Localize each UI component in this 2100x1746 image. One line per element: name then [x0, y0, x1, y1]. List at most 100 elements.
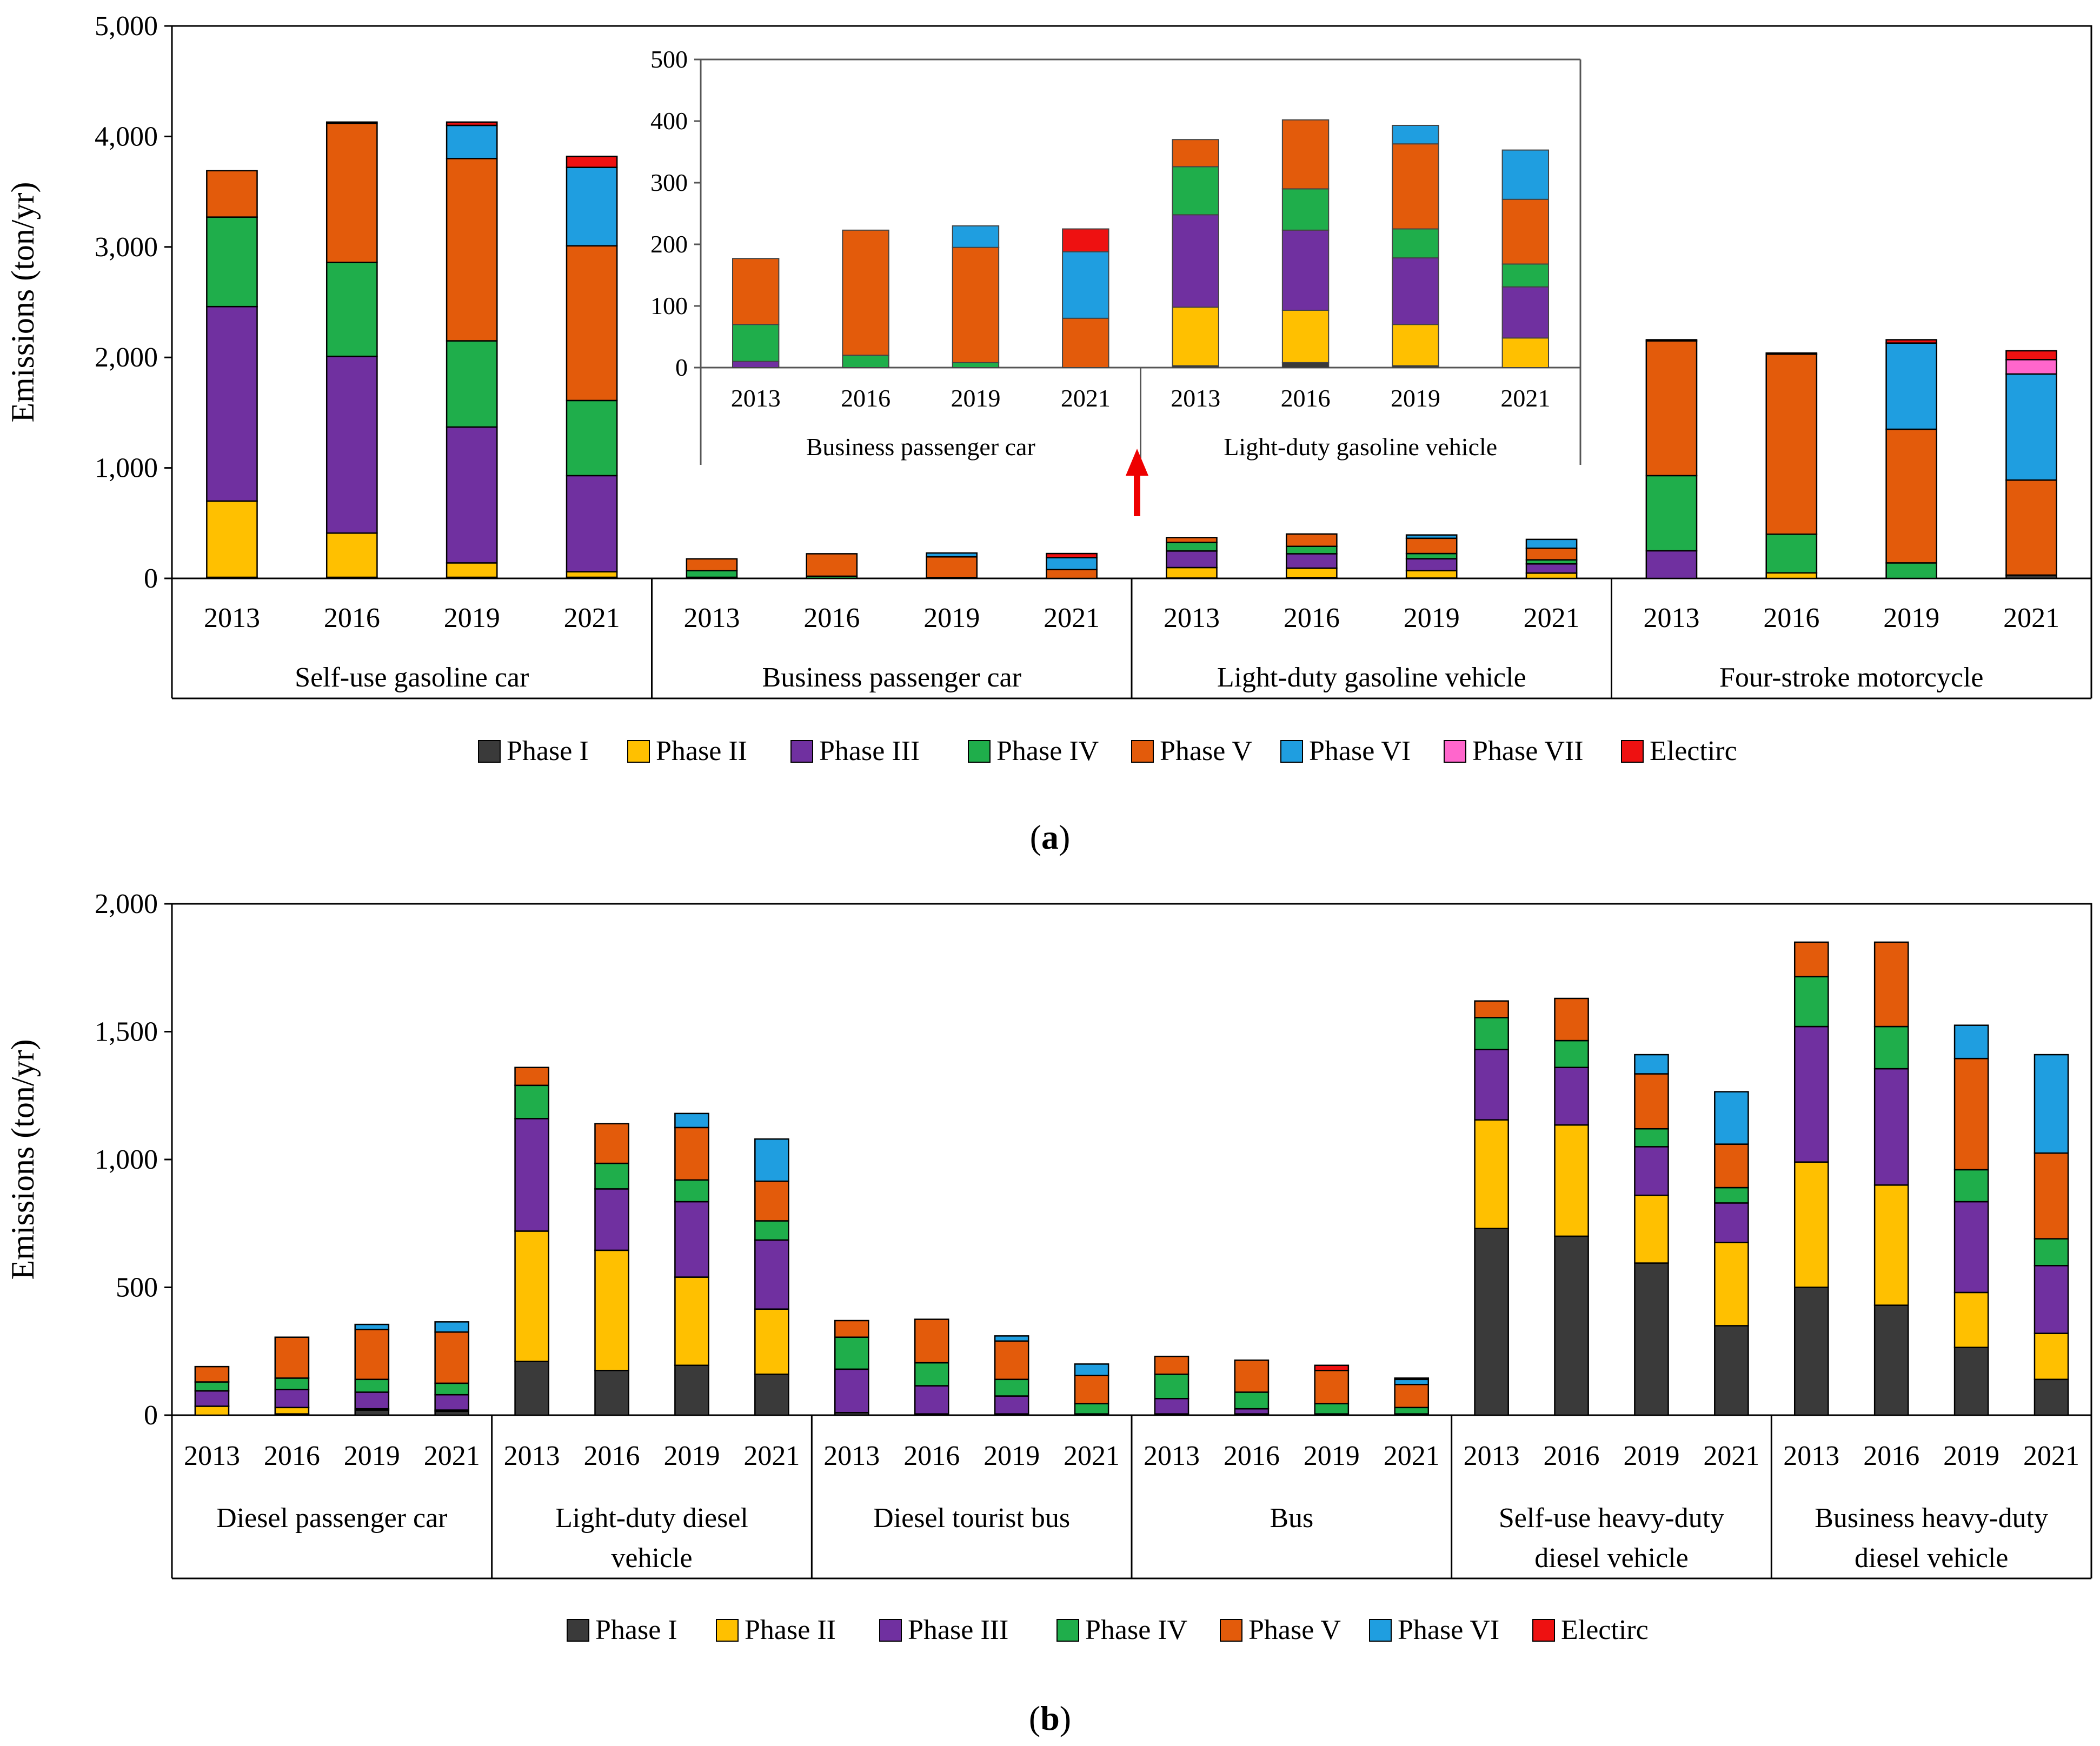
a-group-label-four-stroke-motorcycle: Four-stroke motorcycle: [1719, 662, 1984, 693]
b-bar-business-heavy-duty-diesel-vehicle-2016-phase-ii: [1873, 1184, 1909, 1306]
a-bar-light-duty-gasoline-vehicle-2021-phase-ii: [1525, 572, 1578, 579]
b-bar-self-use-heavy-duty-diesel-vehicle-2016-phase-iii: [1554, 1067, 1589, 1126]
b-year-label: 2016: [1544, 1441, 1600, 1471]
a-inset-group-label-light-duty-gasoline-vehicle: Light-duty gasoline vehicle: [1224, 433, 1497, 461]
b-bar-business-heavy-duty-diesel-vehicle-2021-phase-iv: [2033, 1238, 2069, 1267]
a-bar-self-use-gasoline-car-2021-phase-iv: [566, 399, 618, 477]
b-bar-diesel-tourist-bus-2019-phase-vi: [994, 1335, 1029, 1342]
a-inset-background: [701, 59, 1580, 368]
b-bar-self-use-heavy-duty-diesel-vehicle-2016-phase-i: [1554, 1235, 1589, 1416]
b-bar-self-use-heavy-duty-diesel-vehicle-2016-phase-ii: [1554, 1124, 1589, 1237]
b-year-label: 2019: [1304, 1441, 1360, 1471]
b-bar-light-duty-diesel-vehicle-2019-phase-i: [674, 1364, 709, 1416]
a-year-label: 2016: [1763, 603, 1819, 634]
b-year-label: 2019: [663, 1441, 720, 1471]
a-bar-light-duty-gasoline-vehicle-2016-phase-iii: [1285, 553, 1338, 569]
a-inset-bar-light-duty-gasoline-vehicle-2019-phase-iii: [1392, 257, 1439, 325]
b-bar-bus-2016-phase-v: [1234, 1360, 1270, 1393]
a-bar-light-duty-gasoline-vehicle-2013-phase-ii: [1166, 567, 1218, 579]
b-group-label-self-use-heavy-duty-diesel-vehicle: Self-use heavy-duty diesel vehicle: [1499, 1503, 1724, 1574]
a-legend-label-phase-i: Phase I: [507, 736, 589, 767]
a-year-label: 2013: [1643, 603, 1699, 634]
a-bar-self-use-gasoline-car-2013-phase-v: [206, 170, 258, 218]
a-bar-four-stroke-motorcycle-2013-electirc: [1645, 339, 1698, 342]
a-inset-year-label: 2019: [951, 384, 1000, 412]
b-ytick-label: 2,000: [95, 889, 158, 919]
b-bar-light-duty-diesel-vehicle-2016-phase-i: [594, 1369, 629, 1416]
b-bar-business-heavy-duty-diesel-vehicle-2013-phase-ii: [1793, 1161, 1829, 1288]
a-inset-bar-business-passenger-car-2013-phase-iv: [732, 324, 780, 362]
a-inset-bar-light-duty-gasoline-vehicle-2016-phase-ii: [1281, 309, 1330, 363]
b-bar-diesel-passenger-car-2019-phase-v: [354, 1329, 390, 1381]
b-bar-self-use-heavy-duty-diesel-vehicle-2019-phase-iv: [1634, 1128, 1669, 1148]
b-bar-diesel-passenger-car-2021-phase-iii: [434, 1394, 470, 1411]
a-legend-swatch-phase-vi: [1280, 740, 1303, 763]
b-legend-swatch-phase-iii: [879, 1619, 902, 1642]
a-bar-self-use-gasoline-car-2016-electirc: [325, 121, 378, 124]
a-bar-self-use-gasoline-car-2021-phase-ii: [566, 571, 618, 578]
b-bar-business-heavy-duty-diesel-vehicle-2019-phase-ii: [1953, 1291, 1989, 1348]
a-inset-year-label: 2021: [1500, 384, 1550, 412]
b-bar-business-heavy-duty-diesel-vehicle-2016-phase-i: [1873, 1304, 1909, 1416]
a-inset-bar-light-duty-gasoline-vehicle-2019-phase-vi: [1392, 124, 1439, 145]
a-bar-self-use-gasoline-car-2021-phase-v: [566, 245, 618, 402]
b-legend-swatch-phase-iv: [1056, 1619, 1079, 1642]
a-bar-four-stroke-motorcycle-2013-phase-iv: [1645, 475, 1698, 552]
a-inset-bar-business-passenger-car-2016-phase-v: [842, 229, 889, 356]
b-year-label: 2021: [2023, 1441, 2079, 1471]
b-bar-diesel-passenger-car-2019-phase-iii: [354, 1391, 390, 1410]
a-bar-self-use-gasoline-car-2016-phase-iii: [325, 355, 378, 534]
a-inset-ytick-label: 100: [650, 292, 688, 319]
b-year-label: 2016: [1224, 1441, 1280, 1471]
a-year-label: 2013: [683, 603, 740, 634]
b-year-label: 2021: [1384, 1441, 1440, 1471]
a-bar-light-duty-gasoline-vehicle-2021-phase-v: [1525, 547, 1578, 561]
a-bar-four-stroke-motorcycle-2016-electirc: [1765, 352, 1818, 355]
b-year-label: 2016: [264, 1441, 320, 1471]
a-bar-self-use-gasoline-car-2019-phase-v: [446, 158, 498, 342]
a-ytick-label: 1,000: [95, 453, 158, 484]
a-inset-bar-light-duty-gasoline-vehicle-2019-phase-ii: [1392, 324, 1439, 366]
a-year-label: 2019: [1404, 603, 1460, 634]
b-bar-diesel-tourist-bus-2013-phase-iv: [834, 1336, 869, 1370]
a-inset-year-label: 2019: [1391, 384, 1440, 412]
b-bar-bus-2016-phase-iii: [1234, 1408, 1270, 1415]
b-bar-bus-2021-electirc: [1394, 1377, 1430, 1381]
a-inset-ytick-label: 500: [650, 45, 688, 73]
a-bar-self-use-gasoline-car-2019-phase-vi: [446, 124, 498, 159]
a-bar-self-use-gasoline-car-2019-electirc: [446, 121, 498, 126]
panel-label-b: (b): [1029, 1699, 1071, 1737]
a-bar-self-use-gasoline-car-2019-phase-ii: [446, 562, 498, 578]
a-inset-group-label-business-passenger-car: Business passenger car: [806, 433, 1035, 461]
b-bar-light-duty-diesel-vehicle-2013-phase-i: [514, 1361, 549, 1416]
b-bar-light-duty-diesel-vehicle-2019-phase-iii: [674, 1201, 709, 1278]
a-bar-light-duty-gasoline-vehicle-2016-phase-v: [1285, 533, 1338, 547]
b-ytick-label: 0: [144, 1400, 158, 1431]
a-inset-bar-light-duty-gasoline-vehicle-2013-phase-iv: [1172, 166, 1219, 216]
a-bar-business-passenger-car-2013-phase-v: [686, 558, 738, 571]
b-bar-business-heavy-duty-diesel-vehicle-2021-phase-i: [2033, 1378, 2069, 1416]
b-bar-light-duty-diesel-vehicle-2013-phase-ii: [514, 1230, 549, 1362]
a-inset-bar-light-duty-gasoline-vehicle-2019-phase-v: [1392, 143, 1439, 230]
b-bar-light-duty-diesel-vehicle-2019-phase-v: [674, 1127, 709, 1181]
a-bar-self-use-gasoline-car-2021-phase-vi: [566, 166, 618, 247]
b-bar-light-duty-diesel-vehicle-2021-phase-i: [754, 1374, 789, 1416]
b-bar-business-heavy-duty-diesel-vehicle-2016-phase-iii: [1873, 1068, 1909, 1186]
a-inset-bar-light-duty-gasoline-vehicle-2021-phase-vi: [1501, 149, 1550, 200]
a-bar-four-stroke-motorcycle-2021-phase-vii: [2005, 359, 2057, 375]
arrow-head: [1126, 449, 1148, 476]
a-inset-bar-light-duty-gasoline-vehicle-2013-phase-ii: [1172, 306, 1219, 366]
a-inset-bar-light-duty-gasoline-vehicle-2021-phase-iii: [1501, 286, 1550, 339]
b-group-label-bus: Bus: [1270, 1503, 1313, 1534]
a-inset-bar-light-duty-gasoline-vehicle-2016-phase-v: [1281, 119, 1330, 190]
b-legend-label-phase-v: Phase V: [1248, 1615, 1341, 1645]
b-bar-self-use-heavy-duty-diesel-vehicle-2021-phase-vi: [1714, 1091, 1749, 1145]
b-ytick-label: 500: [116, 1272, 158, 1303]
b-bar-business-heavy-duty-diesel-vehicle-2019-phase-iv: [1953, 1169, 1989, 1203]
a-bar-four-stroke-motorcycle-2013-phase-v: [1645, 340, 1698, 477]
b-bar-light-duty-diesel-vehicle-2021-phase-ii: [754, 1308, 789, 1375]
b-bar-diesel-tourist-bus-2021-phase-vi: [1074, 1363, 1109, 1376]
a-bar-self-use-gasoline-car-2013-phase-iii: [206, 305, 258, 502]
b-bar-business-heavy-duty-diesel-vehicle-2021-phase-iii: [2033, 1265, 2069, 1334]
a-bar-light-duty-gasoline-vehicle-2019-phase-ii: [1405, 570, 1458, 579]
